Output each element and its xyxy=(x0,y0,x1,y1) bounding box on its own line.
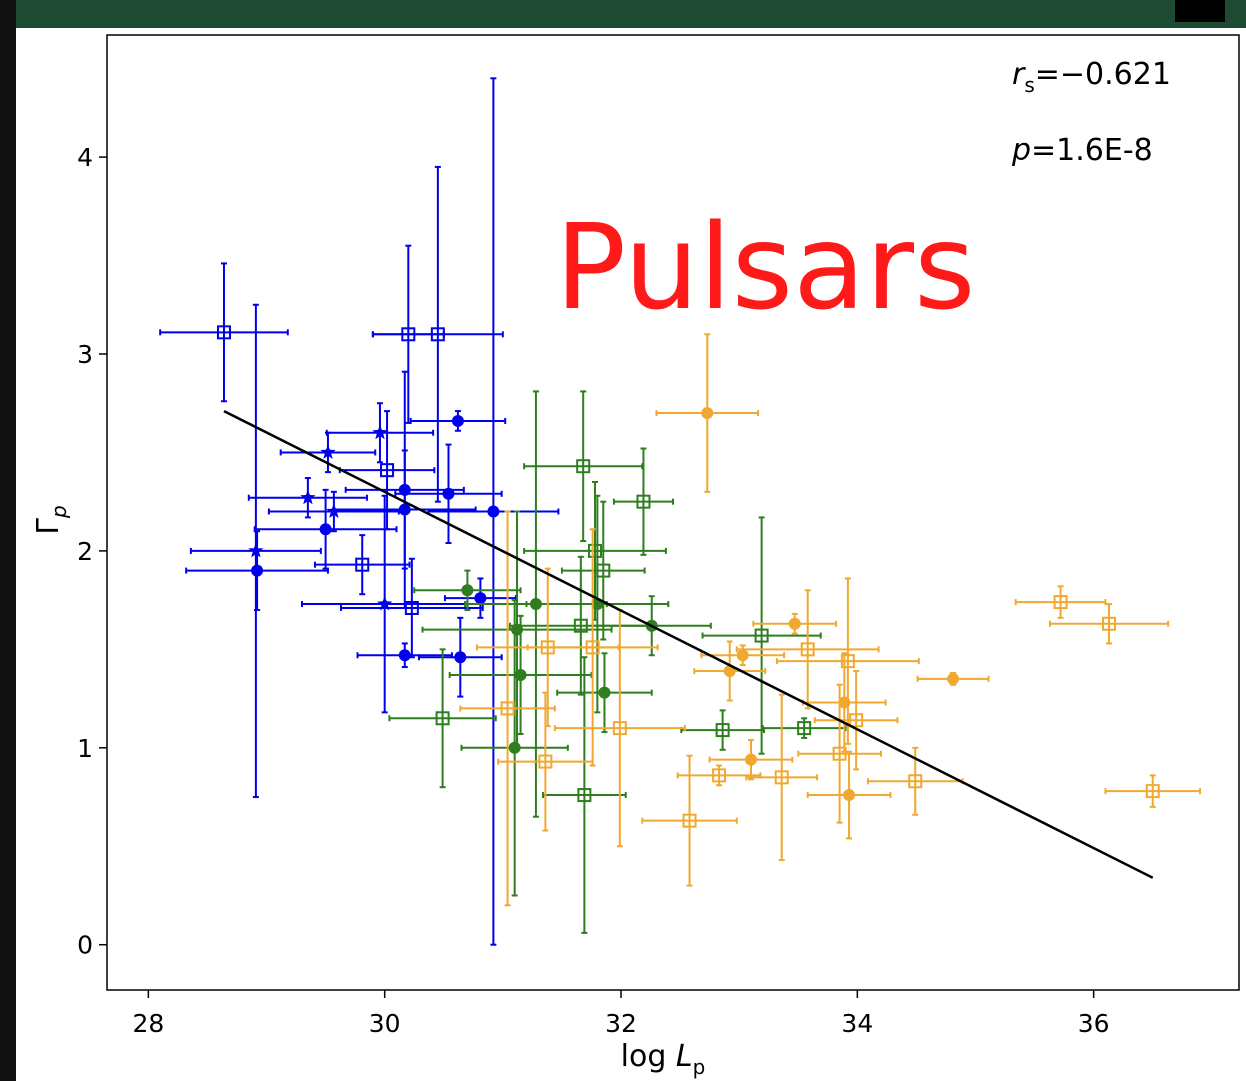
point xyxy=(1145,784,1160,799)
point xyxy=(442,487,455,500)
slide-top-corner xyxy=(1175,0,1225,22)
point xyxy=(736,649,749,662)
point xyxy=(372,424,388,440)
point xyxy=(840,654,855,669)
point xyxy=(701,407,714,420)
x-tick-label: 30 xyxy=(369,1009,401,1038)
x-label-text: log xyxy=(621,1039,676,1074)
point xyxy=(797,721,812,736)
x-tick-label: 32 xyxy=(605,1009,637,1038)
point xyxy=(1053,595,1068,610)
x-tick-label: 34 xyxy=(841,1009,873,1038)
point xyxy=(435,711,450,726)
headline: Pulsars xyxy=(555,198,975,336)
point xyxy=(588,543,603,558)
point xyxy=(251,564,264,577)
point xyxy=(430,327,445,342)
point xyxy=(355,557,370,572)
slide-top-strip xyxy=(0,0,1246,28)
y-label-symbol: Γ xyxy=(31,518,66,535)
point xyxy=(514,668,527,681)
point xyxy=(712,768,727,783)
x-axis-label: log Lp xyxy=(621,1039,706,1079)
point xyxy=(682,813,697,828)
x-label-subscript: p xyxy=(693,1055,706,1079)
y-axis-label: Γp xyxy=(31,505,71,534)
point xyxy=(454,651,467,664)
point xyxy=(636,494,651,509)
point xyxy=(474,592,487,605)
x-tick-label: 28 xyxy=(132,1009,164,1038)
point xyxy=(320,444,336,459)
point xyxy=(800,642,815,657)
point xyxy=(538,754,553,769)
point xyxy=(1102,616,1117,631)
y-tick-label: 3 xyxy=(77,340,93,369)
point xyxy=(585,640,600,655)
x-label-symbol: L xyxy=(676,1039,693,1074)
point xyxy=(300,489,316,505)
point xyxy=(216,325,231,340)
point xyxy=(319,523,332,536)
point xyxy=(461,584,474,597)
point xyxy=(774,770,789,785)
point xyxy=(843,789,856,802)
point xyxy=(577,788,592,803)
point xyxy=(451,414,464,427)
x-tick-label: 36 xyxy=(1078,1009,1110,1038)
point xyxy=(398,649,411,662)
point xyxy=(715,723,730,738)
point xyxy=(788,617,801,630)
y-tick-label: 1 xyxy=(77,734,93,763)
point xyxy=(380,463,395,478)
point xyxy=(576,459,591,474)
point xyxy=(248,542,264,558)
point xyxy=(508,741,521,754)
point xyxy=(612,721,627,736)
annotation: rs=−0.621 xyxy=(1012,57,1171,97)
y-tick-label: 0 xyxy=(77,931,93,960)
annotation-text: =−0.621 xyxy=(1035,57,1171,92)
fit-line xyxy=(223,409,1154,879)
slide-left-strip xyxy=(0,0,16,1081)
point xyxy=(377,596,393,611)
point xyxy=(500,701,515,716)
point xyxy=(832,746,847,761)
point xyxy=(487,505,500,518)
annotation-text: =1.6E-8 xyxy=(1031,133,1153,168)
y-tick-label: 4 xyxy=(77,143,93,172)
point xyxy=(754,628,769,643)
annotation-symbol: p xyxy=(1011,133,1031,168)
point xyxy=(326,503,342,518)
annotation-symbol: r xyxy=(1012,57,1026,92)
point xyxy=(573,618,588,633)
y-label-subscript: p xyxy=(47,505,71,519)
point xyxy=(908,774,923,789)
point xyxy=(849,713,864,728)
plot-frame xyxy=(106,34,1240,991)
point xyxy=(744,753,757,766)
annotation: p=1.6E-8 xyxy=(1011,133,1153,168)
point xyxy=(596,563,611,578)
point xyxy=(947,672,960,685)
y-tick-label: 2 xyxy=(77,537,93,566)
point xyxy=(598,686,611,699)
annotation-subscript: s xyxy=(1024,73,1034,97)
